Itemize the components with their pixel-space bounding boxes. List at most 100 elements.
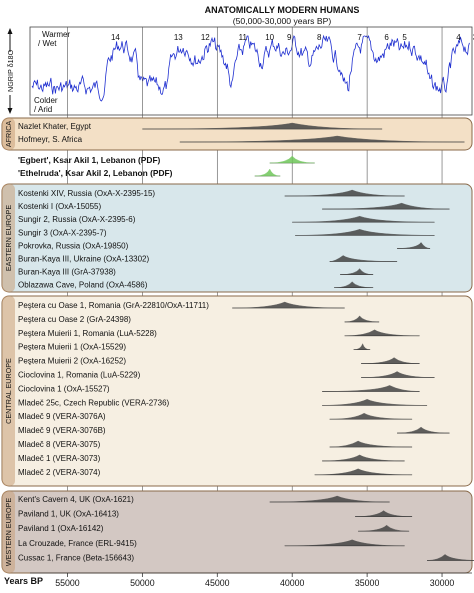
- site-label: Mladeč 9 (VERA-3076B): [18, 426, 106, 435]
- site-label: Paviland 1 (OxA-16142): [18, 524, 104, 533]
- probability-distribution: [322, 454, 405, 462]
- probability-distribution: [329, 440, 413, 448]
- interstadial-label: 8: [317, 33, 322, 42]
- x-tick-label: 35000: [355, 578, 380, 588]
- probability-distribution: [329, 412, 413, 420]
- site-label: Hofmeyr, S. Africa: [18, 135, 83, 144]
- probability-distribution: [353, 343, 371, 350]
- probability-distribution: [269, 155, 315, 164]
- site-label: Nazlet Khater, Egypt: [18, 122, 92, 131]
- probability-distribution: [361, 371, 435, 378]
- x-axis: Years BP 55000 50000 45000 40000 35000 30000: [4, 572, 472, 588]
- site-label: Peştera cu Oase 1, Romania (GrA-22810/Ox…: [18, 301, 209, 310]
- site-label: Cussac 1, France (Beta-156643): [18, 553, 134, 562]
- site-label: Mladeč 2 (VERA-3074): [18, 468, 101, 477]
- probability-distribution: [340, 268, 374, 275]
- region-tab: [2, 491, 15, 573]
- region-group: CENTRAL EUROPE Peştera cu Oase 1, Romania…: [1, 295, 473, 487]
- region-group: EASTERN EUROPE Kostenki XIV, Russia (OxA-…: [1, 183, 473, 293]
- probability-distribution: [427, 554, 474, 561]
- interstadial-label: 7: [357, 33, 362, 42]
- site-label: Peştera Muierii 1 (OxA-15529): [18, 343, 126, 352]
- site-label: 'Ethelruda', Ksar Akil 2, Lebanon (PDF): [18, 168, 173, 178]
- region-label: CENTRAL EUROPE: [4, 358, 13, 424]
- colder-arrow-head: [7, 108, 13, 114]
- site-label: Kostenki XIV, Russia (OxA-X-2395-15): [18, 189, 155, 198]
- probability-distribution: [358, 524, 410, 532]
- probability-distribution: [322, 385, 420, 392]
- site-row: Kostenki XIV, Russia (OxA-X-2395-15): [18, 189, 405, 198]
- probability-distribution: [284, 189, 405, 197]
- site-label: Sungir 3 (OxA-X-2395-7): [18, 228, 107, 237]
- site-row: Mladeč 8 (VERA-3075): [18, 440, 413, 449]
- interstadial-label: 12: [201, 33, 210, 42]
- probability-distribution: [314, 468, 413, 475]
- probability-distribution: [361, 357, 420, 364]
- arid-label: / Arid: [34, 105, 52, 114]
- site-row: Buran-Kaya III, Ukraine (OxA-13302): [18, 255, 398, 264]
- site-label: Peştera Muierii 2 (OxA-16252): [18, 357, 126, 366]
- site-row: Peştera cu Oase 2 (GrA-24398): [18, 315, 380, 324]
- site-row: Oblazawa Cave, Poland (OxA-4586): [18, 281, 374, 290]
- x-tick-label: 50000: [130, 578, 155, 588]
- ngrip-curve: [31, 34, 470, 102]
- interstadial-label: 10: [265, 33, 274, 42]
- probability-distribution: [322, 202, 450, 210]
- interstadial-label: 4: [456, 33, 461, 42]
- site-row: Peştera Muierii 1 (OxA-15529): [18, 343, 371, 352]
- probability-distribution: [397, 242, 431, 249]
- site-label: Kent's Cavern 4, UK (OxA-1621): [18, 495, 134, 504]
- region-label: EASTERN EUROPE: [4, 205, 13, 272]
- probability-distribution: [334, 281, 374, 288]
- site-row: Buran-Kaya III (GrA-37938): [18, 268, 374, 277]
- interstadial-label: 6: [384, 33, 389, 42]
- site-row: Nazlet Khater, Egypt: [18, 122, 383, 131]
- site-row: Mladeč 25c, Czech Republic (VERA-2736): [18, 398, 428, 407]
- region-label: AFRICA: [4, 121, 13, 148]
- site-row: Mladeč 9 (VERA-3076A): [18, 412, 413, 421]
- x-axis-label: Years BP: [4, 576, 43, 586]
- site-label: Cioclovina 1, Romania (LuA-5229): [18, 371, 141, 380]
- site-label: Cioclovina 1 (OxA-15527): [18, 384, 110, 393]
- region-tab: [2, 118, 15, 150]
- site-row: Cussac 1, France (Beta-156643): [18, 553, 474, 562]
- site-row: Pokrovka, Russia (OxA-19850): [18, 241, 431, 250]
- probability-distribution: [179, 135, 465, 143]
- site-row: Mladeč 2 (VERA-3074): [18, 468, 413, 477]
- chart-subtitle: (50,000-30,000 years BP): [233, 16, 332, 26]
- site-label: Sungir 2, Russia (OxA-X-2395-6): [18, 215, 136, 224]
- probability-distribution: [344, 315, 380, 323]
- interstadial-label: 3: [473, 33, 474, 42]
- ngrip-frame: [29, 26, 473, 116]
- site-row: Kostenki I (OxA-15055): [18, 202, 450, 211]
- site-label: Mladeč 9 (VERA-3076A): [18, 412, 106, 421]
- site-row: Cioclovina 1, Romania (LuA-5229): [18, 371, 435, 380]
- probability-distribution: [344, 329, 420, 336]
- region-group: 'Egbert', Ksar Akil 1, Lebanon (PDF) 'Eth…: [18, 155, 315, 178]
- probability-distribution: [232, 301, 345, 309]
- region-group: AFRICA Nazlet Khater, Egypt Hofmeyr, S. Af…: [1, 117, 473, 151]
- wet-label: / Wet: [38, 39, 57, 48]
- chart-title: ANATOMICALLY MODERN HUMANS: [205, 5, 360, 15]
- probability-distribution: [254, 168, 281, 177]
- site-label: La Crouzade, France (ERL-9415): [18, 539, 137, 548]
- interstadial-label: 9: [287, 33, 292, 42]
- site-row: 'Egbert', Ksar Akil 1, Lebanon (PDF): [18, 155, 315, 165]
- interstadial-label: 11: [239, 33, 248, 42]
- probability-distribution: [295, 229, 435, 236]
- probability-distribution: [292, 215, 435, 223]
- site-row: Peştera Muierii 2 (OxA-16252): [18, 357, 420, 366]
- region-group: WESTERN EUROPE Kent's Cavern 4, UK (OxA-1…: [1, 490, 474, 574]
- site-row: Hofmeyr, S. Africa: [18, 135, 465, 144]
- ngrip-panel: Warmer / Wet Colder / Arid NGRIP δ18O 14…: [6, 26, 474, 116]
- site-row: La Crouzade, France (ERL-9415): [18, 539, 405, 548]
- site-label: Kostenki I (OxA-15055): [18, 202, 101, 211]
- site-label: Mladeč 25c, Czech Republic (VERA-2736): [18, 398, 170, 407]
- probability-distribution: [355, 510, 413, 517]
- site-label: Mladeč 1 (VERA-3073): [18, 454, 101, 463]
- site-label: Paviland 1, UK (OxA-16413): [18, 510, 119, 519]
- site-row: Sungir 3 (OxA-X-2395-7): [18, 228, 435, 237]
- site-row: Kent's Cavern 4, UK (OxA-1621): [18, 495, 390, 504]
- site-row: Sungir 2, Russia (OxA-X-2395-6): [18, 215, 435, 224]
